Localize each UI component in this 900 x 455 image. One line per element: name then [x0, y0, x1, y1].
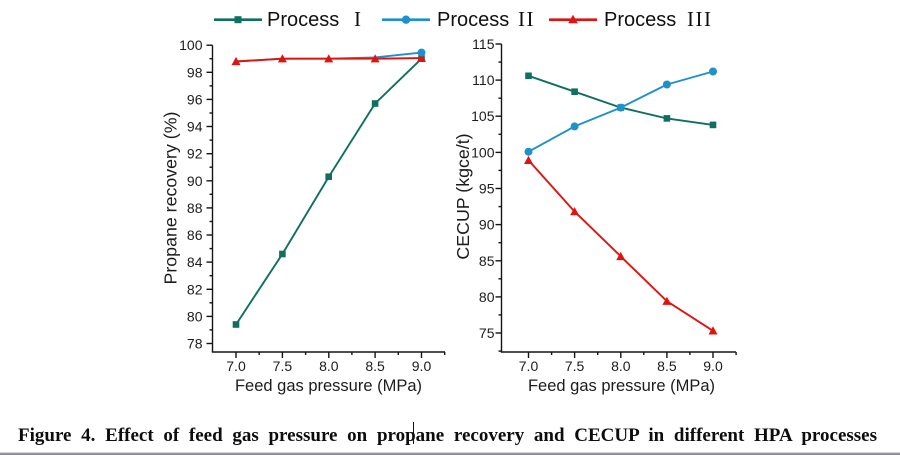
svg-text:82: 82	[187, 281, 203, 297]
svg-text:115: 115	[472, 36, 495, 52]
svg-text:80: 80	[187, 308, 203, 324]
svg-text:96: 96	[187, 91, 203, 107]
svg-text:94: 94	[187, 119, 203, 135]
svg-text:90: 90	[187, 173, 203, 189]
svg-text:78: 78	[187, 336, 203, 352]
svg-text:I: I	[354, 7, 361, 31]
svg-text:9.0: 9.0	[412, 358, 432, 374]
svg-text:Feed gas pressure (MPa): Feed gas pressure (MPa)	[235, 377, 422, 395]
svg-text:8.0: 8.0	[611, 358, 631, 374]
svg-text:CECUP (kgce/t): CECUP (kgce/t)	[453, 133, 473, 259]
svg-text:110: 110	[472, 72, 495, 88]
svg-text:Propane recovery (%): Propane recovery (%)	[160, 112, 180, 285]
svg-text:9.0: 9.0	[703, 358, 723, 374]
svg-text:80: 80	[479, 289, 495, 305]
svg-text:100: 100	[179, 37, 203, 53]
svg-text:84: 84	[187, 254, 203, 270]
svg-text:7.0: 7.0	[519, 358, 539, 374]
svg-text:Process: Process	[267, 9, 339, 31]
svg-text:95: 95	[479, 181, 495, 197]
svg-text:88: 88	[187, 200, 203, 216]
svg-text:7.5: 7.5	[565, 358, 585, 374]
svg-text:75: 75	[479, 325, 495, 341]
svg-text:105: 105	[471, 108, 495, 124]
svg-text:86: 86	[187, 227, 203, 243]
svg-text:8.0: 8.0	[319, 358, 339, 374]
svg-text:Process: Process	[437, 9, 509, 31]
svg-text:92: 92	[187, 146, 203, 162]
svg-text:7.5: 7.5	[273, 358, 293, 374]
svg-text:III: III	[687, 7, 712, 31]
svg-text:8.5: 8.5	[657, 358, 677, 374]
svg-text:7.0: 7.0	[226, 358, 246, 374]
svg-text:8.5: 8.5	[365, 358, 385, 374]
svg-text:90: 90	[479, 217, 495, 233]
svg-text:Feed gas pressure (MPa): Feed gas pressure (MPa)	[528, 377, 715, 395]
svg-text:85: 85	[479, 253, 495, 269]
svg-text:98: 98	[187, 64, 203, 80]
svg-text:100: 100	[471, 144, 495, 160]
svg-text:II: II	[518, 7, 535, 31]
svg-text:Process: Process	[604, 9, 676, 31]
